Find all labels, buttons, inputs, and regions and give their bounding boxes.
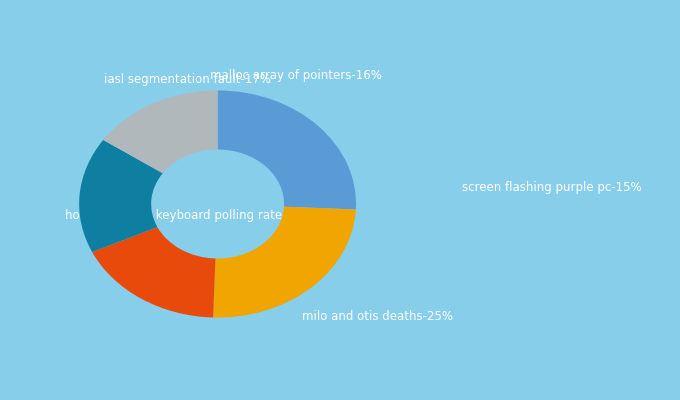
Text: screen flashing purple pc-15%: screen flashing purple pc-15%	[462, 182, 642, 194]
Wedge shape	[92, 227, 216, 318]
Wedge shape	[79, 140, 163, 252]
Text: how to change keyboard polling rate-24%: how to change keyboard polling rate-24%	[65, 210, 312, 222]
Text: iasl segmentation fault-17%: iasl segmentation fault-17%	[103, 74, 271, 86]
Text: milo and otis deaths-25%: milo and otis deaths-25%	[302, 310, 453, 322]
Wedge shape	[213, 207, 356, 318]
Wedge shape	[103, 90, 218, 173]
Wedge shape	[218, 90, 356, 210]
Text: malloc array of pointers-16%: malloc array of pointers-16%	[210, 70, 381, 82]
